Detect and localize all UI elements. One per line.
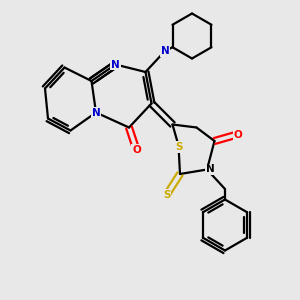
Text: O: O <box>233 130 242 140</box>
Text: N: N <box>160 46 169 56</box>
Text: N: N <box>92 107 100 118</box>
Text: S: S <box>163 190 170 200</box>
Text: O: O <box>132 145 141 155</box>
Text: N: N <box>111 59 120 70</box>
Text: S: S <box>175 142 182 152</box>
Text: N: N <box>206 164 215 175</box>
